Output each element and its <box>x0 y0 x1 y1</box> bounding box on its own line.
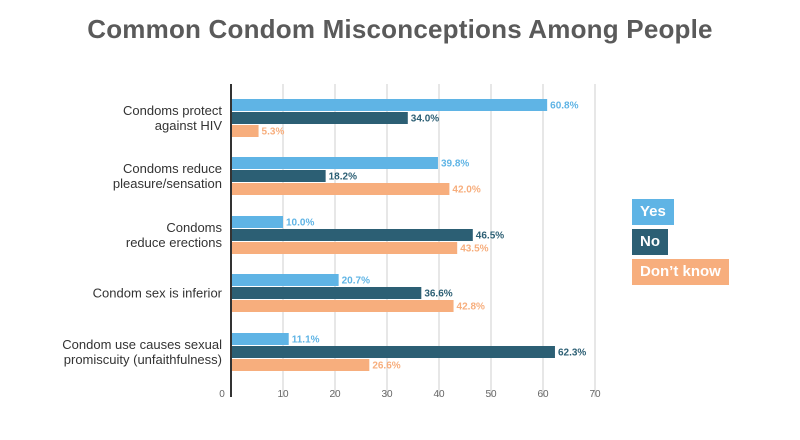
category-label: Condom use causes sexual <box>62 337 222 352</box>
x-tick-label: 50 <box>485 389 497 400</box>
value-label: 36.6% <box>424 289 452 300</box>
bar-don-t-know <box>231 300 454 312</box>
category-label: promiscuity (unfaithfulness) <box>64 352 222 367</box>
value-label: 10.0% <box>286 218 314 229</box>
category-label: against HIV <box>155 118 223 133</box>
bar-don-t-know <box>231 359 370 371</box>
value-label: 39.8% <box>441 159 469 170</box>
category-label: Condoms <box>166 220 222 235</box>
bar-don-t-know <box>231 125 259 137</box>
category-label: Condom sex is inferior <box>93 286 223 301</box>
x-tick-label: 60 <box>537 389 549 400</box>
x-tick-label: 30 <box>381 389 393 400</box>
value-label: 20.7% <box>342 276 370 287</box>
value-label: 26.6% <box>372 361 400 372</box>
bar-no <box>231 229 473 241</box>
bars <box>231 99 555 371</box>
value-label: 60.8% <box>550 101 578 112</box>
bar-no <box>231 170 326 182</box>
x-tick-label: 70 <box>589 389 601 400</box>
bar-don-t-know <box>231 242 458 254</box>
value-label: 43.5% <box>460 244 488 255</box>
bar-yes <box>231 99 548 111</box>
x-tick-label: 0 <box>219 389 225 400</box>
value-label: 11.1% <box>292 335 320 346</box>
bar-no <box>231 346 555 358</box>
category-label: reduce erections <box>126 235 223 250</box>
bar-no <box>231 112 408 124</box>
bar-yes <box>231 157 438 169</box>
bar-yes <box>231 216 283 228</box>
bar-no <box>231 287 422 299</box>
legend-item-no: No <box>632 229 668 255</box>
bar-don-t-know <box>231 183 450 195</box>
legend-item-yes: Yes <box>632 199 674 225</box>
category-label: Condoms reduce <box>123 161 222 176</box>
bar-yes <box>231 274 339 286</box>
value-label: 5.3% <box>262 127 285 138</box>
x-tick-label: 10 <box>277 389 289 400</box>
value-label: 18.2% <box>329 172 357 183</box>
value-label: 42.0% <box>452 185 480 196</box>
value-label: 46.5% <box>476 231 504 242</box>
value-label: 62.3% <box>558 348 586 359</box>
value-label: 34.0% <box>411 114 439 125</box>
chart-title: Common Condom Misconceptions Among Peopl… <box>87 14 713 44</box>
value-labels: 60.8% 34.0% 5.3% 39.8% 18.2% 42.0% 10.0% 46.5% 4… <box>262 101 587 372</box>
value-label: 42.8% <box>457 302 485 313</box>
category-label: Condoms protect <box>123 103 222 118</box>
x-tick-label: 20 <box>329 389 341 400</box>
x-tick-label: 40 <box>433 389 445 400</box>
x-tick-labels: 0 10 20 30 40 50 60 70 <box>219 389 601 400</box>
category-label: pleasure/sensation <box>113 176 222 191</box>
legend-item-don-t-know: Don’t know <box>632 259 729 285</box>
bar-yes <box>231 333 289 345</box>
